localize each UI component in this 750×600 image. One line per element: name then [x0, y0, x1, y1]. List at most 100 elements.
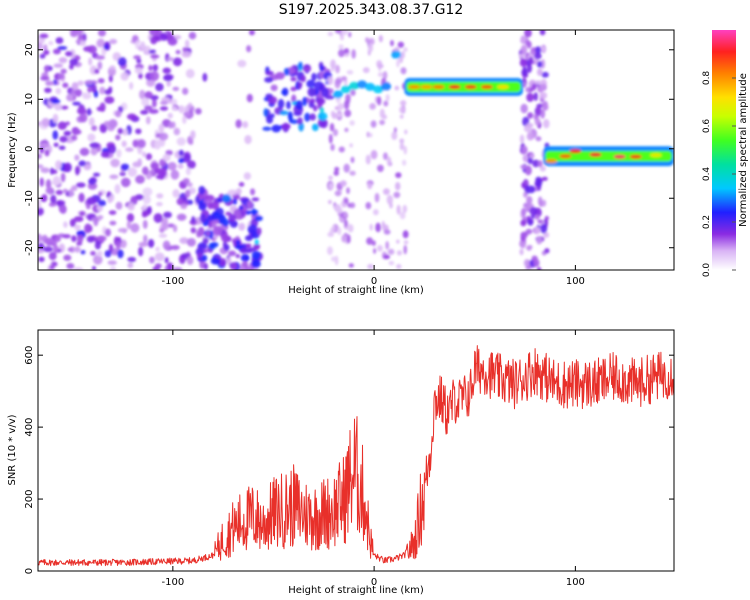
spectrogram-cell — [344, 109, 352, 118]
spectrogram-cell — [330, 256, 337, 262]
spectrogram-cell — [120, 163, 130, 171]
spectrogram-cell — [210, 201, 220, 210]
spectrogram-cell — [524, 165, 532, 176]
spectrogram-cell — [155, 82, 164, 92]
spectrogram-cell — [94, 240, 101, 250]
spectrogram-xtick-label: 100 — [566, 276, 585, 287]
spectrogram-cell — [109, 38, 118, 45]
colorbar: 0.0 0.2 0.4 0.6 0.8 Normalized spectral ampl… — [702, 30, 749, 277]
spectrogram-cell — [332, 90, 343, 99]
snr-xtick-label: 100 — [566, 577, 585, 588]
spectrogram-cell — [172, 57, 183, 67]
spectrogram-cell — [327, 31, 334, 37]
spectrogram-cell — [186, 160, 196, 169]
spectrogram-cell — [60, 172, 66, 183]
spectrogram-cell — [329, 88, 334, 94]
spectrogram-cell — [117, 228, 128, 233]
spectrogram-cell — [527, 185, 536, 194]
spectrogram-cell — [367, 182, 373, 190]
spectrogram-cell — [527, 112, 534, 119]
spectrogram-cell — [136, 58, 142, 64]
spectrogram-cell — [140, 41, 146, 50]
spectrogram-cell — [376, 63, 384, 69]
spectrogram-cell — [65, 51, 73, 57]
spectrogram-cell — [145, 116, 151, 125]
spectrogram-cell — [76, 230, 85, 235]
spectrogram-cell — [90, 250, 96, 256]
spectrogram-cell — [302, 96, 308, 107]
spectrogram-cell — [79, 112, 88, 123]
spectrogram-cell — [337, 103, 345, 111]
spectrogram-cell — [51, 99, 61, 105]
spectrogram-cell — [39, 33, 49, 39]
spectrogram-cell — [43, 49, 50, 55]
spectrogram-cell — [351, 49, 356, 59]
spectrogram-cell — [187, 102, 193, 108]
spectrogram-cell — [521, 145, 528, 155]
spectrogram-cell — [175, 49, 181, 55]
spectrogram-cell — [190, 130, 196, 140]
spectrogram-cell — [349, 202, 356, 209]
spectrogram-cell — [158, 233, 168, 238]
spectrogram-cell — [376, 245, 383, 252]
spectrogram-cell — [396, 239, 400, 244]
spectrogram-cell — [115, 201, 123, 210]
spectrogram-cell — [347, 224, 354, 233]
spectrogram-cell — [288, 114, 293, 124]
spectrogram-xtick-label: 0 — [371, 276, 377, 287]
spectrogram-cell — [71, 185, 78, 192]
spectrogram-cell — [227, 189, 238, 196]
spectrogram-cell — [78, 192, 85, 203]
spectrogram-cell — [396, 204, 401, 215]
spectrogram-cell — [185, 167, 191, 176]
spectrogram-cell — [153, 213, 163, 224]
spectrogram-cell — [539, 30, 546, 36]
snr-x-ticks: -100 0 100 — [161, 330, 585, 588]
spectrogram-cell — [542, 118, 550, 129]
spectrogram-cell — [529, 207, 538, 216]
spectrogram-cell — [203, 262, 208, 270]
spectrogram-cell — [388, 260, 395, 266]
spectrogram-cell — [110, 266, 116, 270]
spectrogram-cell — [127, 202, 135, 211]
spectrogram-cell — [349, 120, 355, 126]
snr-panel: -100 0 100 0 200 400 600 Height of straight l… — [7, 329, 675, 596]
spectrogram-cell — [89, 142, 100, 149]
spectrogram-cell — [134, 67, 143, 74]
spectrogram-cell — [540, 83, 547, 91]
spectrogram-cell — [337, 49, 345, 58]
spectrogram-cell — [40, 76, 50, 81]
spectrogram-cell — [589, 152, 602, 157]
spectrogram-cell — [180, 203, 188, 210]
spectrogram-cell — [98, 199, 107, 207]
spectrogram-cell — [569, 149, 582, 154]
spectrogram-cell — [373, 248, 377, 254]
spectrogram-cell — [526, 40, 532, 49]
spectrogram-cell — [91, 84, 97, 93]
spectrogram-cell — [72, 247, 82, 252]
spectrogram-cell — [349, 170, 356, 176]
spectrogram-cell — [143, 234, 148, 244]
spectrogram-cell — [379, 119, 386, 126]
spectrogram-cell — [159, 32, 168, 38]
spectrogram-cell — [159, 227, 165, 233]
spectrogram-cell — [393, 127, 397, 133]
spectrogram-cell — [48, 41, 54, 46]
spectrogram-cell — [300, 75, 306, 83]
spectrogram-cell — [464, 84, 477, 90]
spectrogram-cell — [97, 250, 103, 257]
spectrogram-cell — [39, 177, 44, 187]
spectrogram-cell — [246, 200, 253, 209]
spectrogram-cell — [221, 235, 227, 242]
spectrogram-cell — [335, 64, 340, 74]
spectrogram-cell — [543, 231, 550, 238]
spectrogram-cell — [480, 84, 493, 90]
spectrogram-cell — [108, 210, 117, 215]
spectrogram-cell — [338, 146, 345, 153]
spectrogram-cell — [365, 82, 376, 91]
spectrogram-cell — [38, 42, 43, 51]
spectrogram-cell — [324, 95, 335, 100]
spectrogram-cell — [377, 72, 384, 77]
spectrogram-cell — [88, 117, 95, 126]
spectrogram-cell — [519, 248, 524, 256]
